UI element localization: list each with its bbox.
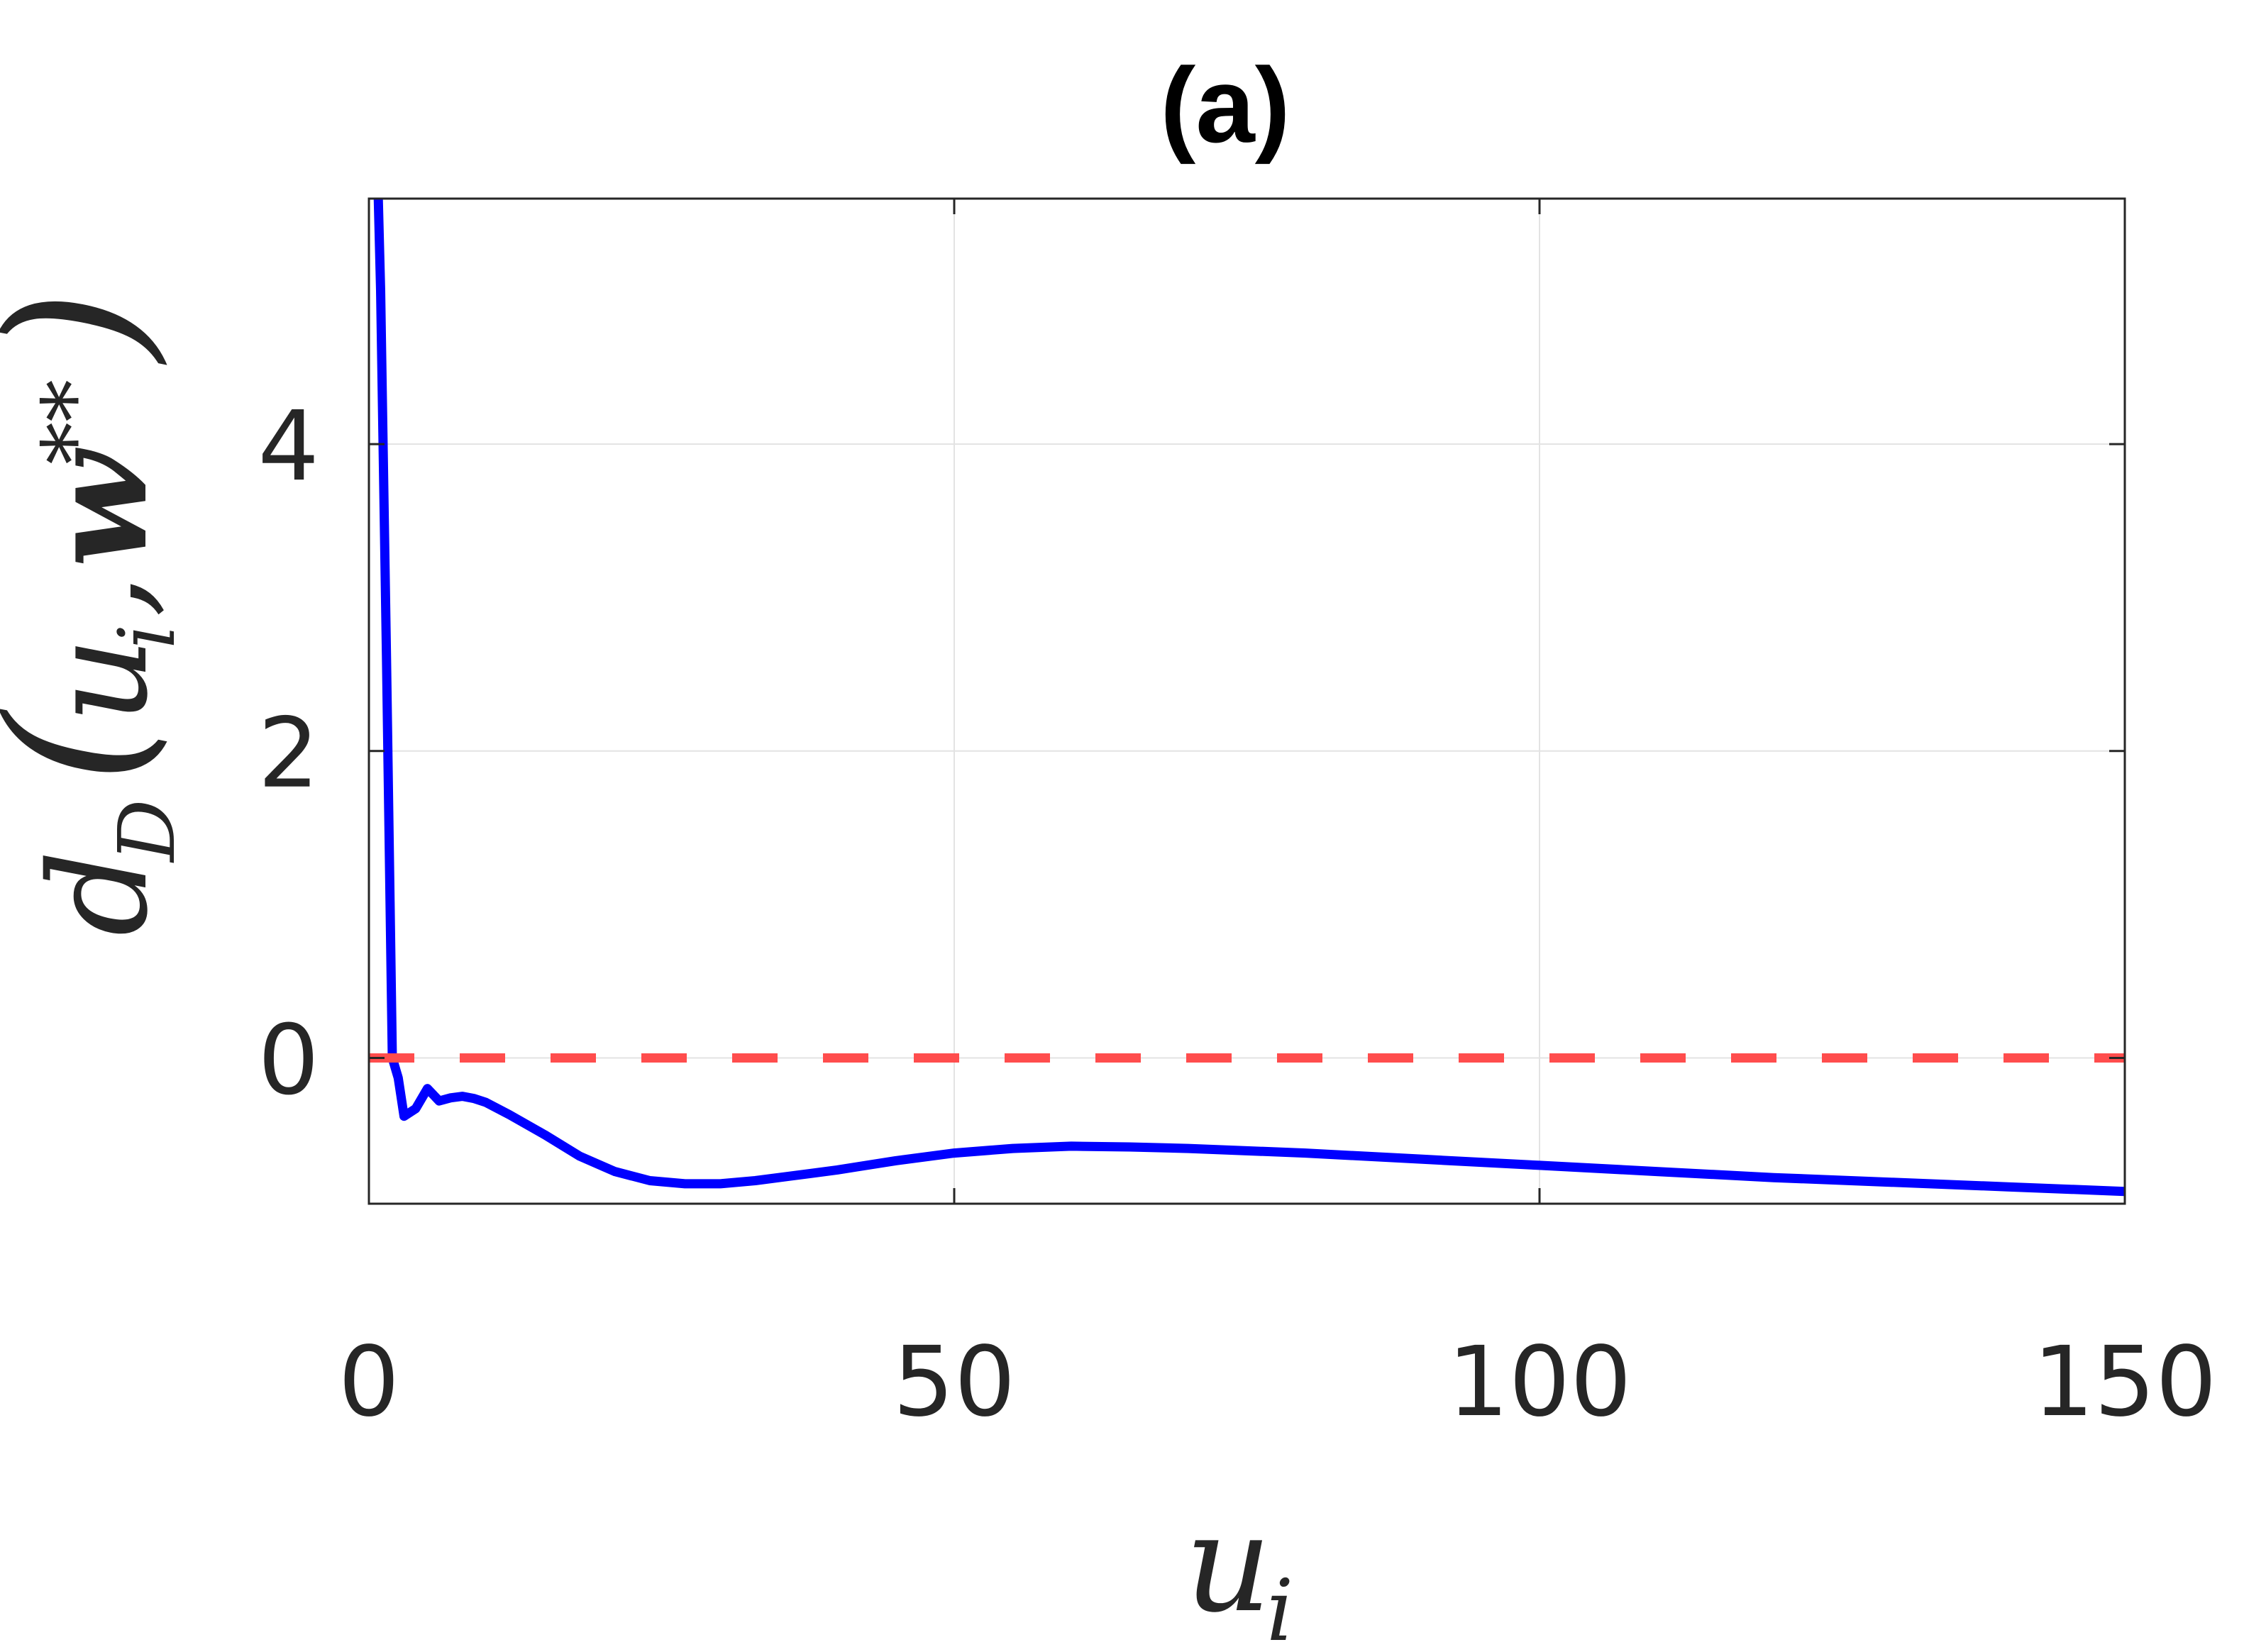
grid-lines [369, 199, 2125, 1204]
x-tick-label: 50 [892, 1326, 1015, 1438]
tick-labels: 0 50 100 150 0 2 4 [258, 391, 2216, 1438]
svg-text:u: u [21, 637, 177, 724]
y-tick-label: 4 [258, 391, 319, 503]
svg-text:u: u [1185, 1485, 1271, 1642]
data-series-line [373, 198, 2126, 1197]
svg-text:,: , [21, 575, 177, 617]
chart-title: (a) [1160, 45, 1290, 165]
svg-text:**: ** [25, 379, 123, 465]
x-tick-label: 100 [1447, 1326, 1632, 1438]
svg-text:): ) [0, 290, 182, 368]
svg-text:d: d [21, 850, 177, 936]
svg-text:D: D [101, 799, 192, 863]
svg-text:i: i [1266, 1562, 1293, 1652]
x-tick-label: 150 [2033, 1326, 2217, 1438]
y-tick-label: 0 [258, 1004, 319, 1116]
y-axis-label: d D ( u i , w ** ) [0, 290, 192, 936]
svg-text:(: ( [0, 706, 182, 784]
svg-text:w: w [19, 447, 177, 567]
x-axis-label: u i [1185, 1485, 1293, 1652]
series-layer [369, 198, 2126, 1197]
axes-box [367, 197, 2126, 1205]
x-tick-label: 0 [338, 1326, 400, 1438]
svg-text:i: i [101, 624, 192, 649]
axes-layer [367, 197, 2126, 1205]
y-tick-label: 2 [258, 698, 319, 810]
